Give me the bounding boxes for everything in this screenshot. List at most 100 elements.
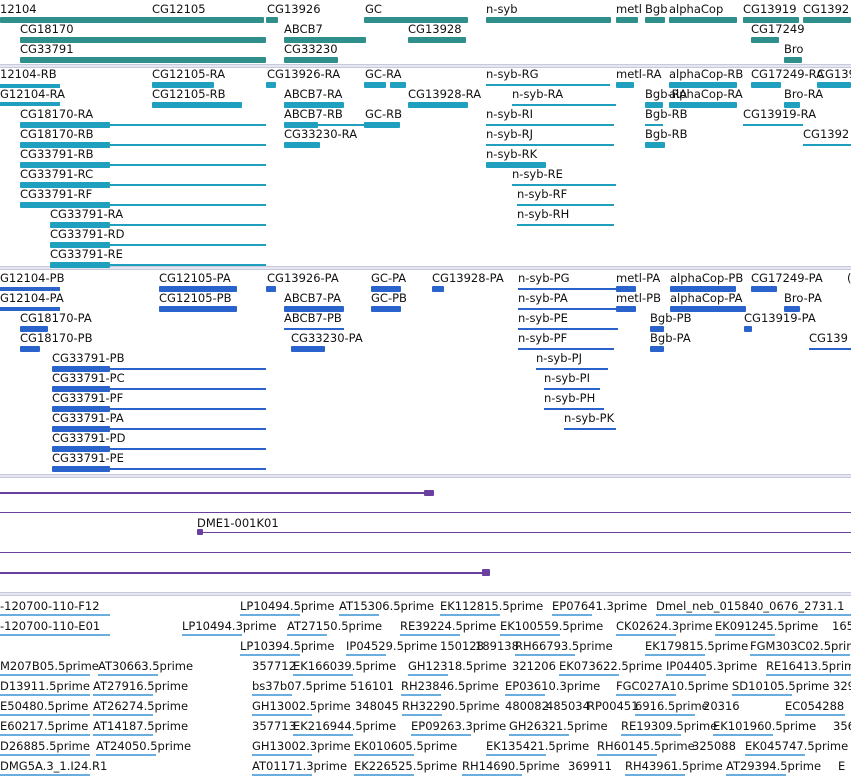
feature-label[interactable]: EK101960.5prime (713, 719, 817, 733)
feature-label[interactable]: ABCB7-PA (284, 291, 342, 305)
feature-label[interactable]: AT27916.5prime (93, 679, 189, 693)
feature-glyph[interactable] (52, 446, 110, 452)
feature-label[interactable]: IP04405.3prime (666, 659, 758, 673)
feature-label[interactable]: Bgb-RA (645, 87, 688, 101)
feature-glyph[interactable] (616, 634, 676, 636)
feature-label[interactable]: Bgb (645, 2, 668, 16)
feature-glyph[interactable] (713, 734, 773, 736)
feature-label[interactable]: 12104-RB (0, 67, 57, 81)
feature-glyph[interactable] (817, 82, 851, 88)
feature-label[interactable]: Bro-RA (784, 87, 824, 101)
feature-label[interactable]: ABCB7 (284, 22, 323, 36)
feature-glyph[interactable] (354, 774, 414, 776)
feature-glyph[interactable] (197, 532, 851, 533)
feature-glyph[interactable] (0, 307, 60, 311)
feature-label[interactable]: 150128 (440, 639, 484, 653)
feature-glyph[interactable] (0, 634, 110, 636)
feature-glyph[interactable] (645, 124, 663, 126)
feature-glyph[interactable] (669, 82, 737, 88)
feature-glyph[interactable] (266, 82, 276, 88)
feature-label[interactable]: n-syb-RA (512, 87, 564, 101)
track-separator[interactable] (0, 64, 851, 68)
feature-glyph[interactable] (50, 222, 110, 228)
feature-label[interactable]: CG33791-PD (52, 431, 126, 445)
feature-glyph[interactable] (408, 102, 468, 108)
feature-glyph[interactable] (486, 754, 546, 756)
feature-glyph[interactable] (52, 468, 266, 470)
feature-glyph[interactable] (354, 754, 414, 756)
feature-label[interactable]: CG17249 (751, 22, 805, 36)
feature-label[interactable]: EK216944.5prime (293, 719, 397, 733)
feature-glyph[interactable] (732, 694, 792, 696)
feature-label[interactable]: EK112815.5prime (440, 599, 544, 613)
feature-label[interactable]: RH23846.5prime (401, 679, 499, 693)
feature-label[interactable]: CG33791-RD (50, 227, 125, 241)
feature-glyph[interactable] (486, 124, 614, 126)
feature-label[interactable]: CG12105-RA (152, 67, 226, 81)
feature-label[interactable]: 189138 (475, 639, 519, 653)
feature-glyph[interactable] (751, 82, 781, 88)
feature-glyph[interactable] (52, 428, 266, 430)
feature-glyph[interactable] (743, 124, 803, 126)
feature-label[interactable]: CG33791-RF (20, 187, 93, 201)
feature-label[interactable]: AT30663.5prime (98, 659, 194, 673)
feature-glyph[interactable] (400, 634, 460, 636)
feature-label[interactable]: -120700-110-F12 (0, 599, 100, 613)
feature-label[interactable]: RH14690.5prime (462, 759, 560, 773)
feature-glyph[interactable] (93, 734, 153, 736)
feature-glyph[interactable] (371, 306, 401, 312)
feature-glyph[interactable] (645, 654, 705, 656)
feature-glyph[interactable] (564, 428, 616, 430)
feature-glyph[interactable] (751, 37, 779, 43)
feature-label[interactable]: G12104-PB (0, 271, 65, 285)
feature-label[interactable]: n-syb (486, 2, 518, 16)
feature-label[interactable]: CG33791-RE (50, 247, 123, 261)
feature-glyph[interactable] (616, 82, 634, 88)
feature-label[interactable]: GC-RA (365, 67, 402, 81)
feature-glyph[interactable] (0, 287, 60, 291)
feature-label[interactable]: EC054288 (785, 699, 845, 713)
feature-glyph[interactable] (744, 326, 752, 332)
feature-glyph[interactable] (50, 244, 266, 246)
feature-label[interactable]: EK100559.5prime (500, 619, 604, 633)
feature-glyph[interactable] (240, 654, 300, 656)
feature-label[interactable]: CG13926 (267, 2, 321, 16)
feature-label[interactable]: n-syb-PG (518, 271, 570, 285)
feature-glyph[interactable] (669, 17, 737, 23)
feature-glyph[interactable] (152, 82, 214, 88)
feature-glyph[interactable] (98, 674, 158, 676)
feature-label[interactable]: RE19309.5prime (621, 719, 718, 733)
feature-label[interactable]: CG12105 (152, 2, 206, 16)
feature-label[interactable]: RH43961.5prime (625, 759, 723, 773)
feature-glyph[interactable] (20, 182, 110, 188)
feature-glyph[interactable] (803, 144, 851, 146)
feature-glyph[interactable] (20, 142, 110, 148)
feature-label[interactable]: CG12105-RB (152, 87, 226, 101)
feature-glyph[interactable] (252, 714, 312, 716)
feature-glyph[interactable] (544, 408, 604, 410)
feature-label[interactable]: Bgb-RB (645, 107, 688, 121)
feature-glyph[interactable] (670, 306, 746, 312)
feature-label[interactable]: 485034 (546, 699, 590, 713)
feature-glyph[interactable] (784, 306, 800, 312)
feature-glyph[interactable] (20, 124, 266, 126)
feature-glyph[interactable] (784, 102, 800, 108)
feature-glyph[interactable] (518, 328, 618, 330)
feature-glyph[interactable] (486, 144, 614, 146)
feature-label[interactable]: CG17249-PA (751, 271, 823, 285)
feature-label[interactable]: EK135421.5prime (486, 739, 590, 753)
feature-glyph[interactable] (152, 17, 264, 23)
feature-label[interactable]: CK02624.3prime (616, 619, 713, 633)
feature-glyph[interactable] (544, 388, 600, 390)
feature-label[interactable]: IP04529.5prime (346, 639, 438, 653)
feature-label[interactable]: AT24050.5prime (96, 739, 192, 753)
feature-label[interactable]: CG18170-PA (20, 311, 92, 325)
feature-label[interactable]: CG139 (809, 331, 848, 345)
feature-label[interactable]: CG13926-RA (817, 67, 851, 81)
feature-glyph[interactable] (0, 774, 90, 776)
feature-label[interactable]: Bgb-RB (645, 127, 688, 141)
feature-label[interactable]: 357713 (252, 719, 296, 733)
feature-glyph[interactable] (20, 144, 266, 146)
feature-label[interactable]: EP07641.3prime (552, 599, 648, 613)
feature-label[interactable]: RH60145.5prime (597, 739, 695, 753)
